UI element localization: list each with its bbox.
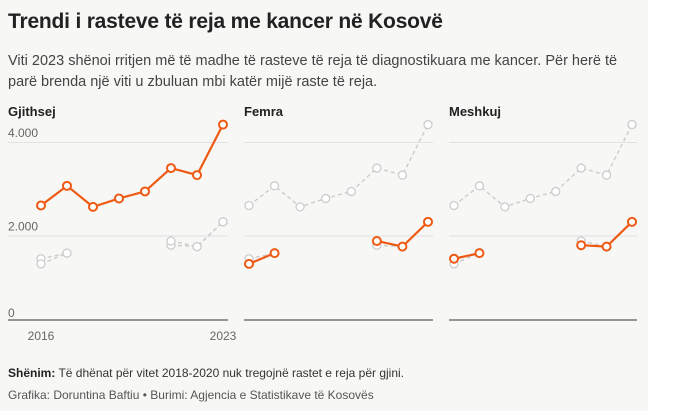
panel-title: Gjithsej (8, 104, 56, 119)
y-tick-label: 4.000 (8, 126, 38, 140)
highlight-data-point (244, 258, 254, 269)
y-tick-label: 0 (8, 306, 15, 320)
y-tick-label: 2.000 (8, 220, 38, 234)
highlight-data-point (371, 235, 382, 246)
context-data-point (449, 200, 459, 211)
context-data-point (295, 202, 305, 212)
context-data-point (601, 170, 612, 180)
chart-card: Trendi i rasteve të reja me kancer në Ko… (8, 10, 637, 402)
chart-subtitle: Viti 2023 shënoi rritjen më të madhe të … (8, 53, 618, 90)
small-multiples-chart: Gjithsej 0 2.000 4.000 2016 2023 Femra Meshkuj (8, 104, 637, 343)
context-data-point (244, 200, 254, 211)
highlight-data-point (114, 193, 124, 204)
context-series-line (248, 124, 429, 208)
context-data-point (576, 163, 586, 173)
credit-line: Grafika: Doruntina Baftiu • Burimi: Agje… (8, 388, 374, 402)
highlight-data-point (423, 216, 433, 227)
context-data-point (372, 163, 382, 173)
highlight-data-point (627, 216, 637, 227)
footnote-text: Të dhënat për vitet 2018-2020 nuk tregoj… (55, 366, 405, 380)
context-data-point (346, 186, 356, 197)
panel-title: Meshkuj (449, 104, 501, 119)
highlight-series-line (40, 124, 224, 208)
context-data-point (192, 241, 202, 252)
context-series-line (40, 252, 68, 265)
highlight-data-point (269, 248, 280, 259)
highlight-data-point (88, 201, 98, 212)
context-data-point (166, 236, 176, 246)
panel-title: Femra (244, 104, 284, 119)
context-data-point (62, 248, 72, 258)
highlight-data-point (474, 248, 485, 259)
footnote: Shënim: Të dhënat për vitet 2018-2020 nu… (8, 366, 404, 380)
context-data-point (423, 119, 433, 130)
highlight-data-point (218, 119, 228, 130)
context-data-point (525, 193, 535, 204)
highlight-data-point (449, 253, 459, 264)
chart-title: Trendi i rasteve të reja me kancer në Ko… (8, 10, 443, 33)
context-data-point (551, 186, 561, 197)
context-series-line (453, 124, 633, 208)
highlight-data-point (576, 240, 587, 251)
context-data-point (627, 119, 637, 130)
x-tick-label: 2023 (210, 329, 237, 343)
highlight-data-point (397, 241, 408, 252)
context-data-point (269, 181, 280, 191)
context-data-point (218, 217, 228, 227)
highlight-data-point (166, 163, 176, 174)
highlight-data-point (62, 180, 72, 191)
highlight-data-point (36, 200, 46, 211)
highlight-data-point (140, 186, 150, 197)
footnote-label: Shënim: (8, 366, 56, 380)
x-tick-label: 2016 (28, 329, 55, 343)
highlight-data-point (192, 170, 202, 181)
context-data-point (500, 202, 510, 212)
context-data-point (397, 170, 408, 180)
context-data-point (36, 259, 46, 269)
context-data-point (321, 193, 331, 204)
context-series-line (170, 221, 224, 248)
highlight-data-point (601, 241, 612, 252)
context-data-point (474, 181, 485, 191)
